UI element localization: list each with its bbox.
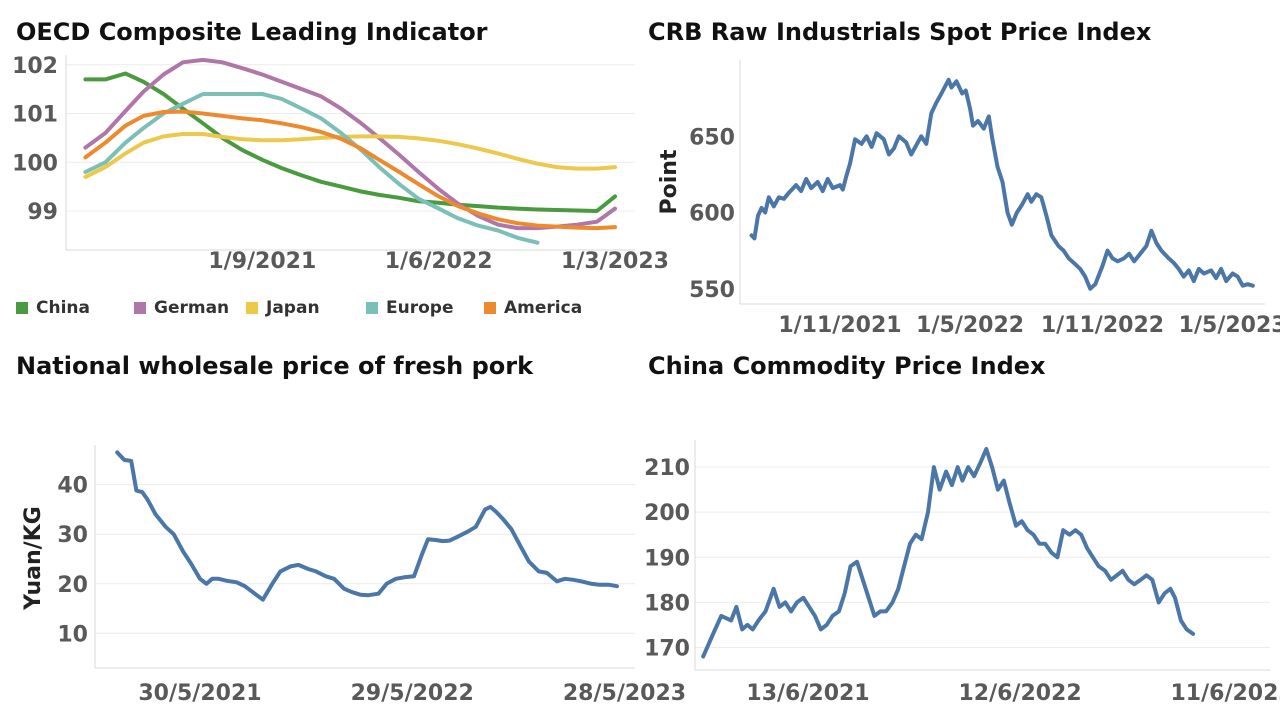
series-line: [701, 447, 1196, 659]
x-tick-label: 29/5/2022: [351, 681, 474, 706]
x-tick-label: 1/6/2022: [385, 249, 493, 274]
legend-label-german: German: [154, 298, 230, 318]
y-tick-label: 550: [689, 278, 735, 303]
legend-label-europe: Europe: [386, 298, 454, 318]
series-line-europe: [83, 92, 540, 245]
legend-swatch-china: [16, 302, 28, 314]
x-tick-label: 13/6/2021: [746, 681, 869, 706]
y-tick-label: 40: [57, 474, 88, 499]
y-tick-label: 20: [57, 573, 88, 598]
y-tick-label: 600: [689, 202, 735, 227]
y-tick-label: 102: [12, 54, 58, 79]
y-axis-label: Point: [657, 149, 682, 214]
y-tick-label: 200: [644, 501, 690, 526]
chart-title-pork: National wholesale price of fresh pork: [16, 352, 534, 380]
x-tick-label: 1/9/2021: [208, 249, 316, 274]
y-tick-label: 190: [644, 546, 690, 571]
x-tick-label: 1/11/2021: [778, 313, 901, 338]
y-tick-label: 100: [12, 151, 58, 176]
chart-title-crb: CRB Raw Industrials Spot Price Index: [648, 18, 1152, 46]
legend-label-america: America: [504, 298, 583, 318]
x-tick-label: 30/5/2021: [138, 681, 261, 706]
x-tick-label: 11/6/2023: [1171, 681, 1280, 706]
legend-item-japan: Japan: [246, 298, 320, 318]
y-tick-label: 170: [644, 636, 690, 661]
x-tick-label: 1/3/2023: [561, 249, 669, 274]
legend-item-europe: Europe: [366, 298, 453, 318]
series-line: [749, 77, 1255, 291]
series-line-america: [83, 109, 617, 231]
x-tick-label: 1/11/2022: [1041, 313, 1164, 338]
legend-label-japan: Japan: [266, 298, 320, 318]
legend-item-china: China: [16, 298, 90, 318]
legend-swatch-japan: [246, 302, 258, 314]
series-line-german: [83, 57, 617, 231]
legend-swatch-america: [484, 302, 496, 314]
legend-swatch-german: [134, 302, 146, 314]
y-tick-label: 10: [57, 622, 88, 647]
legend-swatch-europe: [366, 302, 378, 314]
chart-crb: 550 600 650 1/11/2021 1/5/2022 1/11/2022 1/5/2…: [657, 60, 1280, 338]
legend-item-america: America: [484, 298, 582, 318]
y-tick-label: 99: [27, 200, 58, 225]
y-tick-label: 30: [57, 523, 88, 548]
series-line-japan: [83, 132, 617, 179]
legend-item-german: German: [134, 298, 229, 318]
legend-oecd: China German Japan Europe America: [16, 298, 636, 324]
series-line: [115, 450, 619, 602]
y-tick-label: 180: [644, 591, 690, 616]
chart-oecd: 99 100 101 102 1/9/2021 1/6/2022 1/3/2023: [12, 54, 669, 274]
chart-title-oecd: OECD Composite Leading Indicator: [16, 18, 488, 46]
legend-label-china: China: [36, 298, 90, 318]
x-tick-label: 28/5/2023: [563, 681, 686, 706]
x-tick-label: 1/5/2023: [1179, 313, 1280, 338]
chart-title-ccpi: China Commodity Price Index: [648, 352, 1046, 380]
x-tick-label: 1/5/2022: [916, 313, 1024, 338]
chart-pork: 10 20 30 40 30/5/2021 29/5/2022 28/5/2023 Yuan/…: [21, 445, 686, 706]
x-tick-label: 12/6/2022: [958, 681, 1081, 706]
chart-ccpi: 170 180 190 200 210 13/6/2021 12/6/2022 11/6/20…: [644, 440, 1280, 706]
y-tick-label: 650: [689, 125, 735, 150]
y-tick-label: 101: [12, 103, 58, 128]
y-axis-label: Yuan/KG: [21, 506, 46, 611]
y-tick-label: 210: [644, 456, 690, 481]
series-line-china: [83, 71, 617, 213]
